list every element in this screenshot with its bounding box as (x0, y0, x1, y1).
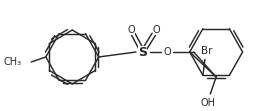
Text: OH: OH (201, 98, 216, 108)
Text: O: O (127, 25, 135, 35)
Text: O: O (153, 25, 160, 35)
Text: Br: Br (201, 46, 213, 56)
Text: CH₃: CH₃ (3, 57, 21, 67)
Text: O: O (163, 47, 171, 57)
Text: S: S (138, 46, 147, 58)
